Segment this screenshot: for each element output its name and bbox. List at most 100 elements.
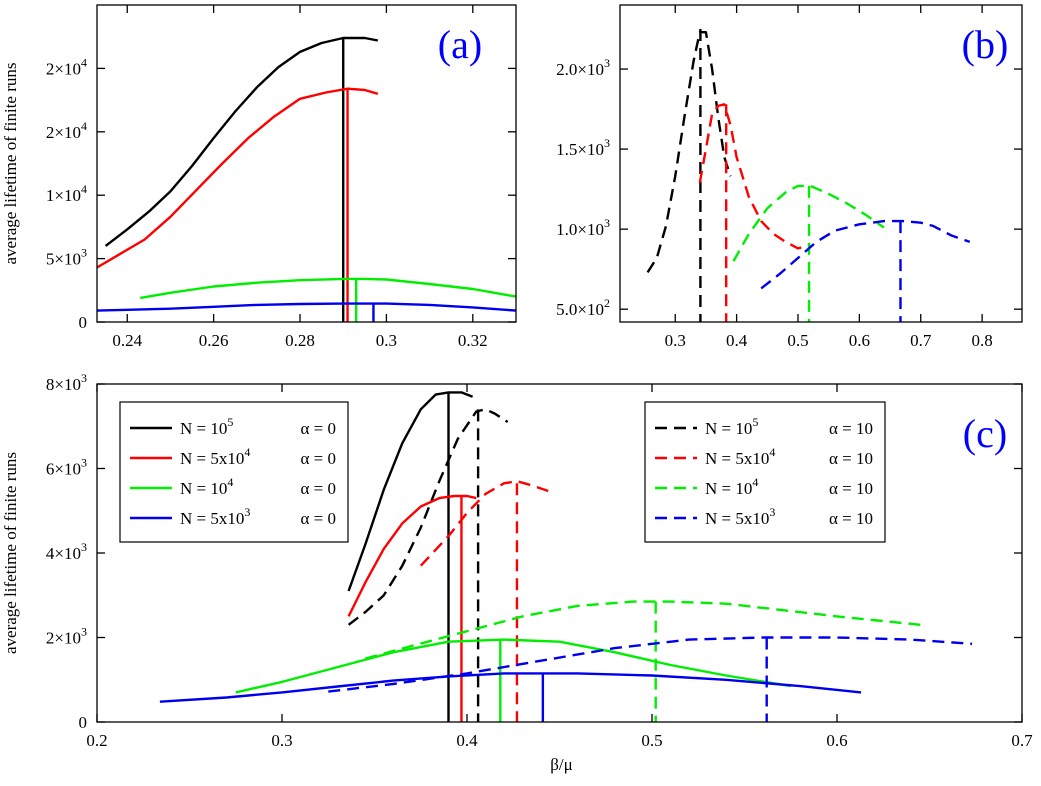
legend-entry-alpha: α = 0 [301, 419, 337, 438]
text-exponent: 4 [244, 445, 250, 459]
x-tick-label-c: 0.3 [271, 731, 292, 750]
text-exponent: 4 [752, 475, 758, 489]
legend-entry-label: N = 5x103 [705, 505, 775, 528]
series-line-b-0 [646, 31, 732, 274]
text-exponent: 4 [81, 55, 87, 69]
legend-entry-alpha: α = 10 [829, 419, 873, 438]
text-exponent: 2 [604, 296, 610, 310]
x-tick-label-a: 0.24 [112, 331, 142, 350]
text-exponent: 4 [227, 475, 233, 489]
text-exponent: 3 [604, 56, 610, 70]
legend-entry-label: N = 5x103 [180, 505, 250, 528]
panel-label-b: (b) [962, 22, 1009, 67]
legend-entry-alpha: α = 10 [829, 509, 873, 528]
series-line-a-1 [97, 87, 379, 269]
legend-entry-label: N = 104 [180, 475, 233, 498]
y-tick-label-c: 6×103 [46, 456, 87, 479]
x-axis-label-c: β/μ [550, 755, 573, 774]
text-exponent: 3 [244, 505, 250, 519]
y-tick-label-c: 2×103 [46, 625, 87, 648]
panel-label-c: (c) [963, 411, 1007, 456]
plot-frame-a [96, 4, 517, 323]
x-tick-label-a: 0.3 [376, 331, 397, 350]
x-tick-label-a: 0.26 [199, 331, 229, 350]
x-tick-label-b: 0.7 [910, 331, 932, 350]
text-base: N = 5x10 [705, 449, 769, 468]
x-tick-label-c: 0.5 [641, 731, 662, 750]
legend-entry-label: N = 104 [705, 475, 758, 498]
series-line-a-3 [97, 302, 516, 312]
text-base: 1×10 [46, 186, 81, 205]
series-line-c-2 [347, 494, 477, 617]
text-exponent: 5 [227, 415, 233, 429]
series-line-b-3 [760, 219, 971, 290]
text-exponent: 3 [604, 216, 610, 230]
y-tick-label-c: 8×103 [46, 371, 87, 394]
text-base: 5.0×10 [556, 300, 604, 319]
text-base: N = 10 [180, 479, 227, 498]
text-base: 1.5×10 [556, 140, 604, 159]
text-base: 0 [79, 713, 88, 732]
y-tick-label-b: 5.0×102 [556, 296, 610, 319]
text-base: N = 5x10 [705, 509, 769, 528]
series-line-c-4 [235, 638, 791, 694]
x-tick-label-b: 0.6 [849, 331, 870, 350]
text-exponent: 4 [769, 445, 775, 459]
text-exponent: 5 [752, 415, 758, 429]
text-base: N = 5x10 [180, 509, 244, 528]
text-exponent: 3 [81, 540, 87, 554]
y-tick-label-b: 1.0×103 [556, 216, 610, 239]
legend-entry-alpha: α = 10 [829, 449, 873, 468]
y-tick-label-a: 2×104 [46, 55, 87, 78]
y-tick-label-b: 2.0×103 [556, 56, 610, 79]
text-exponent: 3 [81, 456, 87, 470]
series-line-c-0 [347, 391, 474, 592]
y-tick-label-a: 2×104 [46, 119, 87, 142]
text-base: 2×10 [46, 123, 81, 142]
y-tick-label-c: 0 [79, 713, 88, 732]
text-base: N = 10 [705, 419, 752, 438]
text-base: 1.0×10 [556, 220, 604, 239]
legend-left: N = 105 α = 0N = 5x104 α = 0N = 104 α = 0N … [119, 401, 349, 543]
series-line-c-3 [419, 480, 551, 567]
text-exponent: 3 [769, 505, 775, 519]
text-base: N = 5x10 [180, 449, 244, 468]
plot-frame-b [619, 4, 1023, 323]
legend-entry-label: N = 105 [705, 415, 758, 438]
y-tick-label-b: 1.5×103 [556, 136, 610, 159]
x-tick-label-b: 0.3 [665, 331, 686, 350]
panel-a: 0.24 0.26 0.28 0.3 0.3205×1031×1042×1042×104… [1, 4, 517, 350]
text-exponent: 4 [81, 119, 87, 133]
y-tick-label-c: 4×103 [46, 540, 87, 563]
series-line-c-1 [347, 408, 509, 626]
x-tick-label-c: 0.6 [826, 731, 847, 750]
panel-b: 0.3 0.4 0.5 0.6 0.7 0.85.0×1021.0×1031.5×1032… [556, 4, 1023, 350]
y-tick-label-a: 1×104 [46, 182, 87, 205]
legend-entry-label: N = 5x104 [180, 445, 250, 468]
text-base: 2.0×10 [556, 60, 604, 79]
legend-right: N = 105 α = 10N = 5x104 α = 10N = 104 α = 1… [644, 401, 886, 543]
series-line-a-2 [140, 277, 516, 300]
text-base: 5×10 [46, 250, 81, 269]
x-tick-label-b: 0.5 [787, 331, 808, 350]
text-base: 2×10 [46, 59, 81, 78]
x-tick-label-c: 0.2 [86, 731, 107, 750]
y-tick-label-a: 0 [79, 313, 88, 332]
x-tick-label-b: 0.8 [971, 331, 992, 350]
series-line-a-0 [104, 36, 379, 247]
legend-entry-label: N = 105 [180, 415, 233, 438]
text-base: 2×10 [46, 629, 81, 648]
text-base: 4×10 [46, 544, 81, 563]
text-base: N = 10 [705, 479, 752, 498]
series-line-b-2 [732, 184, 885, 262]
text-base: 6×10 [46, 460, 81, 479]
y-axis-label-c: average lifetime of finite runs [1, 452, 20, 654]
y-tick-label-a: 5×103 [46, 246, 87, 269]
x-tick-label-a: 0.32 [458, 331, 488, 350]
text-base: 0 [79, 313, 88, 332]
y-axis-label-a: average lifetime of finite runs [1, 62, 20, 264]
legend-entry-alpha: α = 0 [301, 449, 337, 468]
series-line-c-5 [364, 600, 921, 660]
legend-entry-label: N = 5x104 [705, 445, 775, 468]
